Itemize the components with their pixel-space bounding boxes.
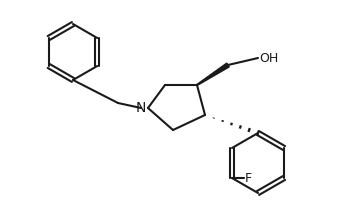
Polygon shape: [197, 63, 229, 85]
Text: N: N: [136, 101, 146, 115]
Text: F: F: [245, 172, 252, 184]
Text: OH: OH: [259, 51, 278, 64]
